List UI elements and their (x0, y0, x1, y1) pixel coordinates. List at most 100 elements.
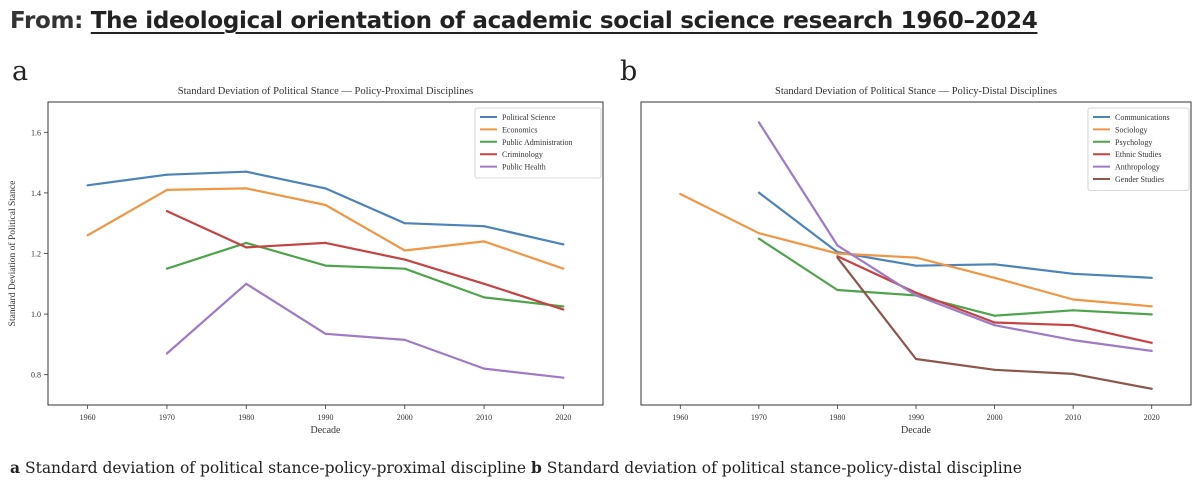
data-point-ethnic-studies (1150, 341, 1153, 344)
data-point-political-science (86, 184, 89, 187)
data-point-public-administration (562, 305, 565, 308)
legend-label-psychology: Psychology (1115, 138, 1152, 147)
data-point-sociology (679, 192, 682, 196)
x-tick-label: 2020 (1144, 413, 1160, 422)
data-point-sociology (1150, 305, 1153, 308)
data-point-sociology (757, 232, 760, 235)
y-tick-label: 0.8 (31, 371, 41, 380)
chart-title: Standard Deviation of Political Stance —… (775, 86, 1057, 97)
article-title-link[interactable]: The ideological orientation of academic … (90, 8, 1038, 34)
data-point-public-administration (245, 241, 248, 244)
data-point-public-health (403, 338, 406, 341)
y-tick-label: 1.6 (31, 128, 41, 137)
legend-label-economics: Economics (502, 125, 538, 134)
series-line-public-health (166, 282, 564, 379)
x-tick-label: 1980 (829, 413, 845, 422)
y-tick-label: 1.2 (31, 250, 41, 259)
data-point-criminology (403, 258, 406, 261)
data-point-gender-studies (1072, 372, 1075, 375)
header-prefix: From: (10, 8, 91, 34)
x-axis-label: Decade (311, 425, 342, 436)
data-point-psychology (1150, 313, 1153, 316)
data-point-ethnic-studies (914, 291, 918, 294)
data-point-economics (562, 267, 565, 270)
x-tick-label: 1960 (672, 413, 688, 422)
x-tick-label: 2000 (987, 413, 1003, 422)
y-axis-label: Standard Deviation of Political Stance (7, 181, 18, 327)
data-point-public-health (562, 376, 565, 379)
panel-a-label: a (12, 56, 29, 87)
caption-a-letter: a (10, 458, 21, 477)
x-tick-label: 1980 (238, 413, 254, 422)
data-point-psychology (757, 237, 760, 240)
x-tick-label: 1960 (80, 413, 96, 422)
legend-label-public-health: Public Health (502, 163, 546, 172)
data-point-economics (403, 249, 406, 252)
data-point-criminology (165, 209, 169, 213)
data-point-criminology (324, 241, 327, 244)
data-point-anthropology (1072, 338, 1075, 342)
x-tick-label: 1990 (318, 413, 334, 422)
data-point-public-health (245, 282, 248, 285)
data-point-gender-studies (914, 357, 918, 361)
series-line-anthropology (757, 121, 1152, 352)
legend-box (1087, 107, 1190, 191)
data-point-communications (993, 263, 996, 266)
x-tick-label: 1990 (908, 413, 924, 422)
y-tick-label: 1.4 (31, 189, 41, 198)
data-point-anthropology (757, 121, 760, 124)
data-point-psychology (1072, 309, 1075, 312)
y-tick-label: 1.0 (31, 310, 41, 319)
data-point-political-science (165, 173, 169, 176)
data-point-communications (914, 264, 918, 267)
data-point-anthropology (993, 324, 996, 327)
series-line-sociology (679, 193, 1152, 308)
data-point-criminology (482, 282, 486, 285)
data-point-economics (245, 187, 248, 190)
chart-title: Standard Deviation of Political Stance —… (178, 86, 473, 97)
data-point-public-administration (403, 267, 406, 270)
series-line-public-administration (166, 241, 564, 308)
series-line-ethnic-studies (836, 255, 1152, 344)
x-tick-label: 2000 (397, 413, 413, 422)
data-point-criminology (562, 308, 565, 311)
series-line-psychology (758, 237, 1152, 317)
data-point-political-science (482, 225, 486, 228)
data-point-anthropology (836, 244, 839, 247)
data-point-political-science (324, 187, 327, 190)
data-point-communications (757, 191, 760, 194)
x-axis-label: Decade (901, 425, 932, 436)
data-point-communications (1150, 276, 1153, 279)
legend-label-sociology: Sociology (1115, 125, 1147, 134)
data-point-gender-studies (993, 368, 996, 371)
panel-b-label: b (620, 56, 638, 87)
data-point-criminology (245, 246, 248, 249)
data-point-gender-studies (1150, 387, 1153, 390)
data-point-ethnic-studies (993, 321, 996, 324)
legend-label-public-administration: Public Administration (502, 138, 572, 147)
data-point-political-science (245, 170, 248, 173)
data-point-political-science (562, 243, 565, 246)
caption-a-text: Standard deviation of political stance-p… (20, 459, 532, 477)
series-line-criminology (166, 210, 564, 311)
x-tick-label: 2020 (555, 413, 571, 422)
data-point-public-health (482, 367, 486, 370)
data-point-public-health (324, 332, 327, 335)
legend-label-anthropology: Anthropology (1115, 163, 1160, 172)
data-point-psychology (993, 314, 996, 317)
figure-caption: a Standard deviation of political stance… (10, 458, 1022, 477)
legend-label-communications: Communications (1115, 113, 1170, 122)
data-point-gender-studies (836, 256, 839, 259)
data-point-psychology (836, 288, 839, 292)
data-point-economics (86, 234, 89, 237)
caption-b-letter: b (531, 458, 542, 477)
caption-b-text: Standard deviation of political stance-p… (541, 459, 1022, 477)
data-point-political-science (403, 222, 406, 225)
data-point-sociology (836, 252, 839, 255)
data-point-anthropology (1150, 349, 1153, 352)
series-line-communications (758, 191, 1152, 279)
data-point-communications (1072, 272, 1075, 275)
data-point-economics (324, 203, 327, 207)
legend-label-ethnic-studies: Ethnic Studies (1115, 150, 1161, 159)
data-point-public-administration (482, 296, 486, 299)
